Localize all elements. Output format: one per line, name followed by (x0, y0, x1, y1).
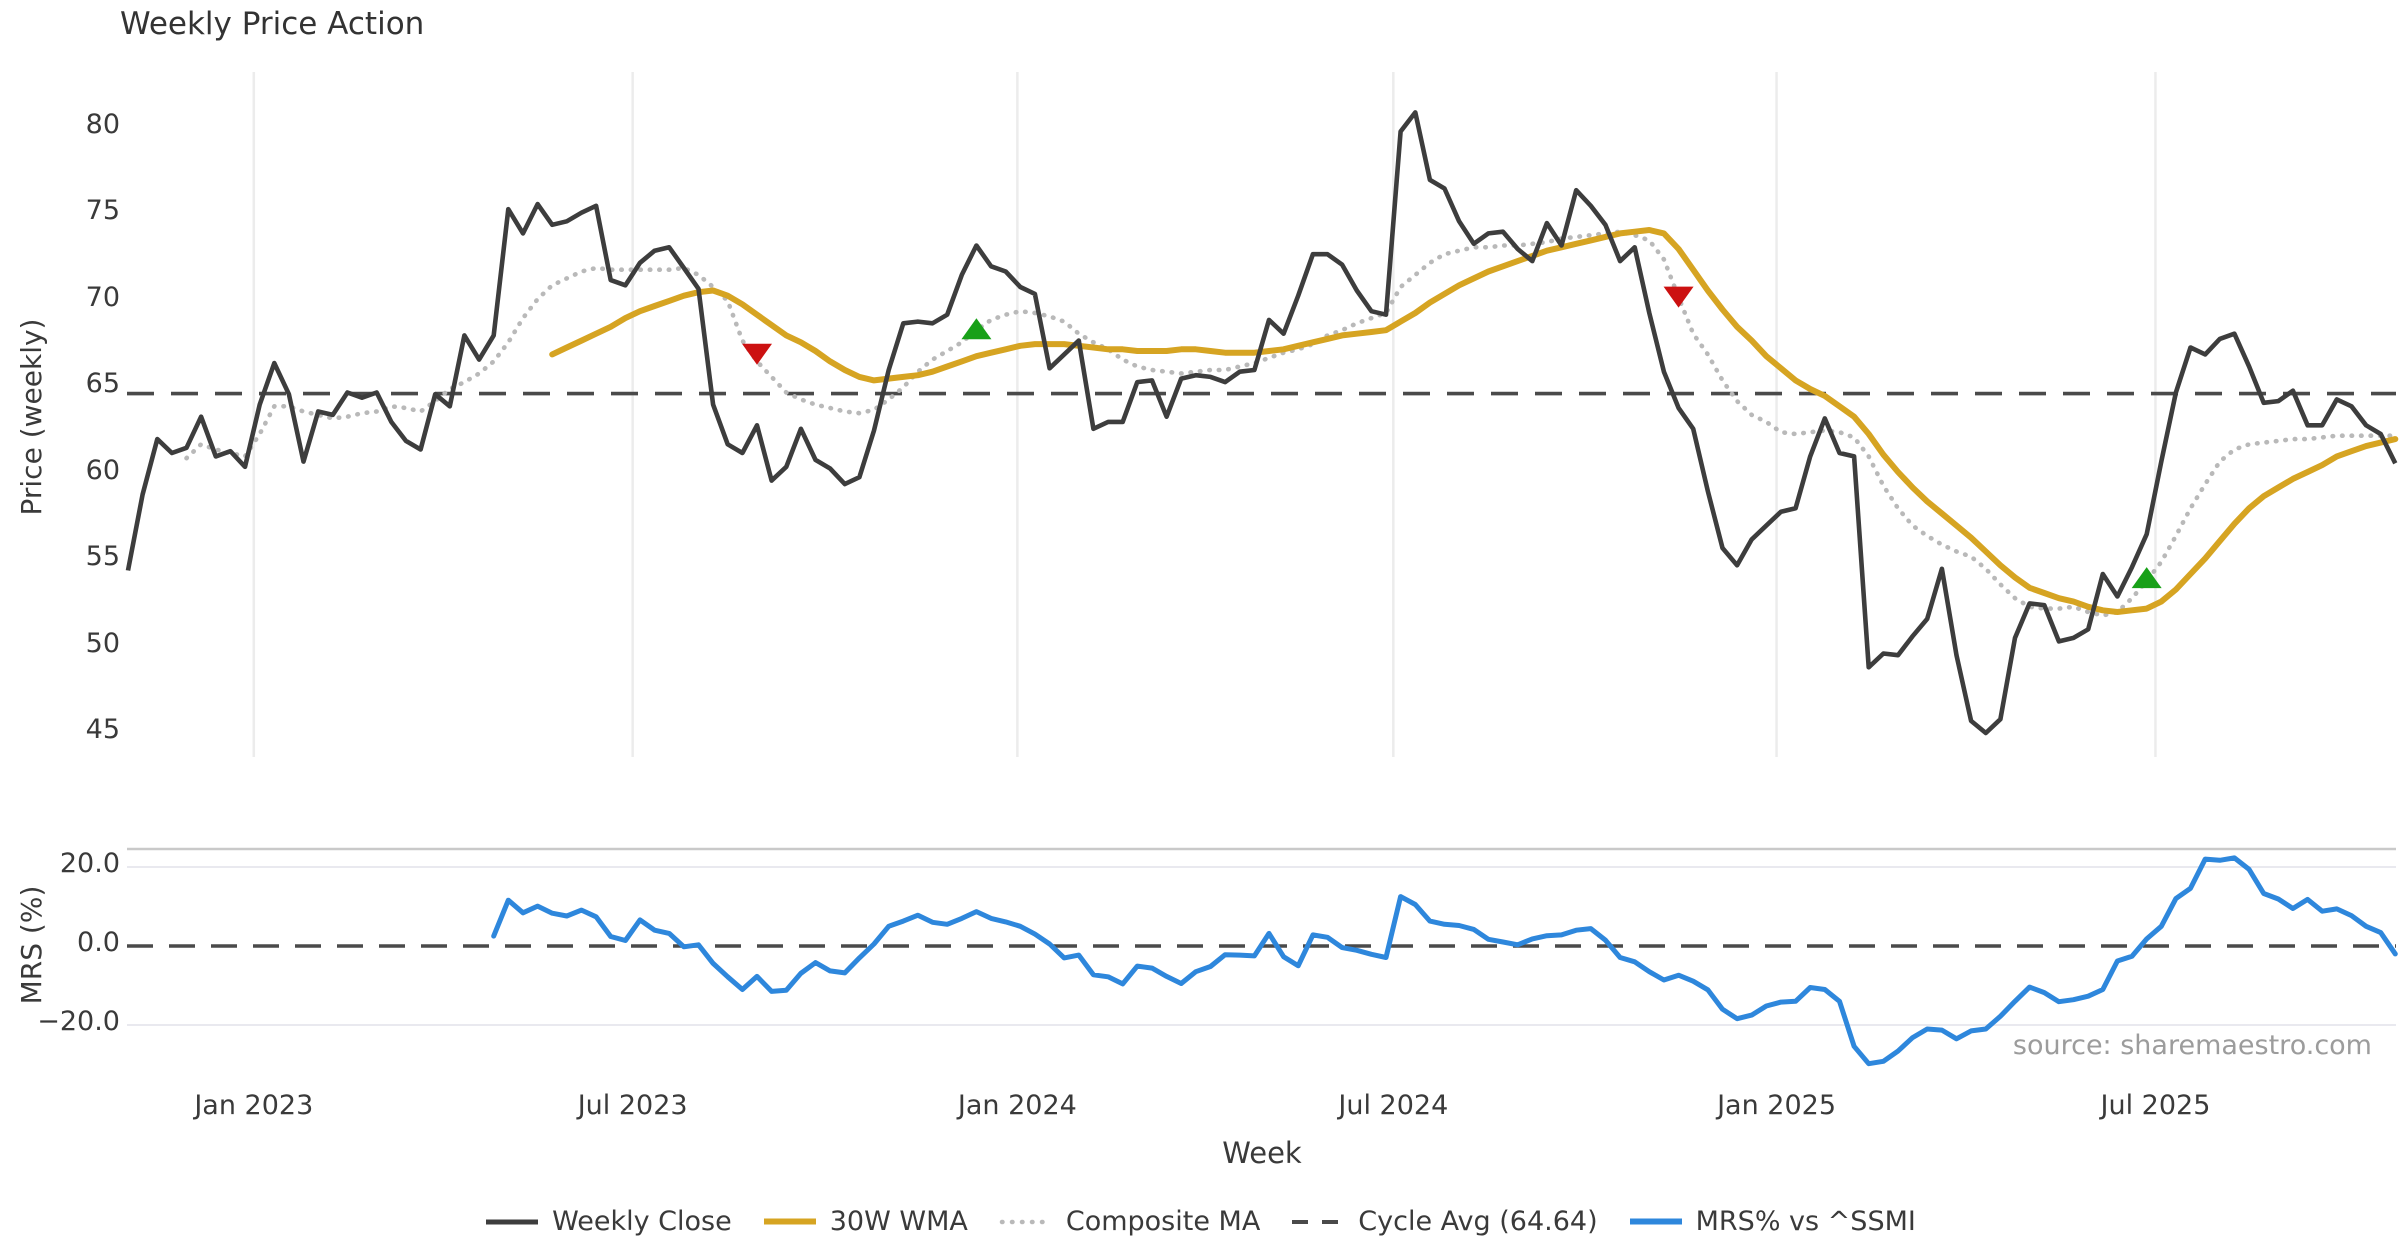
sell-signal-marker (1663, 286, 1694, 308)
solid-line-swatch-icon (1629, 1218, 1682, 1225)
price-y-tick-label: 65 (85, 368, 120, 400)
x-tick-label: Jul 2024 (1338, 1090, 1449, 1121)
price-y-tick-label: 50 (85, 627, 120, 659)
sell-signal-marker (742, 343, 773, 365)
price-y-tick-label: 80 (85, 109, 120, 140)
source-attribution: source: sharemaestro.com (2012, 1030, 2372, 1061)
price-y-tick-label: 70 (85, 281, 120, 313)
buy-signal-marker (2131, 567, 2162, 589)
mrs-y-tick-label: 20.0 (59, 848, 120, 879)
mrs-line (491, 855, 2398, 1067)
solid-line-swatch-icon (763, 1218, 816, 1225)
legend-label: Weekly Close (552, 1206, 732, 1237)
legend-label: 30W WMA (829, 1206, 968, 1237)
legend-label: Cycle Avg (64.64) (1358, 1206, 1598, 1237)
legend-label: MRS% vs ^SSMI (1695, 1206, 1916, 1237)
dotted-line-swatch-icon (999, 1219, 1054, 1224)
x-tick-label: Jan 2025 (1717, 1090, 1837, 1121)
legend-item-composite-ma: Composite MA (998, 1206, 1260, 1237)
weekly-close-line (125, 110, 2398, 736)
legend-item-mrs: MRS% vs ^SSMI (1628, 1206, 1916, 1237)
legend-item-30w-wma: 30W WMA (762, 1206, 968, 1237)
legend-label: Composite MA (1065, 1206, 1261, 1237)
x-tick-label: Jul 2025 (2100, 1090, 2211, 1121)
price-y-tick-label: 55 (85, 541, 120, 573)
solid-line-swatch-icon (486, 1219, 539, 1224)
legend-item-weekly-close: Weekly Close (484, 1206, 732, 1237)
x-tick-label: Jan 2023 (194, 1090, 314, 1121)
x-axis-label: Week (1222, 1136, 1302, 1170)
dashed-line-swatch-icon (1292, 1219, 1345, 1224)
x-tick-label: Jul 2023 (577, 1090, 688, 1121)
price-y-tick-label: 75 (85, 195, 120, 227)
price-y-tick-label: 45 (85, 714, 120, 745)
mrs-y-tick-label: −20.0 (37, 1006, 120, 1037)
price-y-tick-label: 60 (85, 454, 120, 486)
buy-signal-marker (961, 318, 992, 340)
chart-legend: Weekly Close 30W WMA Composite MA Cycle … (0, 1206, 2400, 1237)
wma-30w-line (549, 227, 2399, 615)
legend-item-cycle-avg: Cycle Avg (64.64) (1290, 1206, 1598, 1237)
x-tick-label: Jan 2024 (957, 1090, 1077, 1121)
mrs-y-tick-label: 0.0 (77, 927, 120, 958)
composite-ma-line (184, 229, 2398, 618)
chart-title: Weekly Price Action (120, 6, 425, 42)
